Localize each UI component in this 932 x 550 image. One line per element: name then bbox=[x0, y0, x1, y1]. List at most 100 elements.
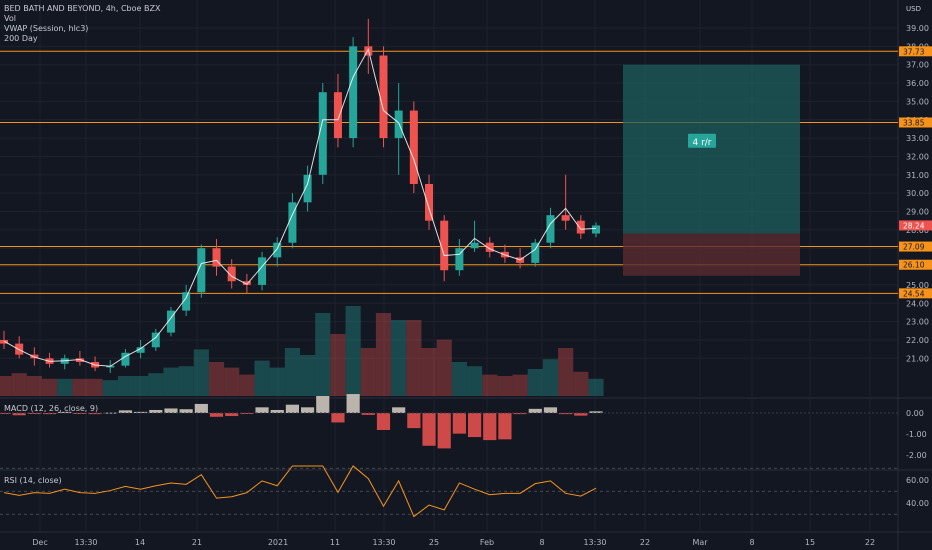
time-tick-label: 15 bbox=[805, 538, 815, 547]
volume-bar bbox=[497, 376, 513, 396]
candle-body bbox=[455, 248, 464, 271]
macd-histogram-bar bbox=[559, 413, 573, 415]
macd-histogram-bar bbox=[285, 404, 299, 413]
volume-bar bbox=[26, 376, 42, 396]
volume-histogram bbox=[0, 306, 604, 396]
target-zone bbox=[623, 64, 800, 234]
candle-body bbox=[409, 110, 418, 184]
macd-histogram-bar bbox=[240, 413, 254, 414]
macd-histogram-bar bbox=[452, 413, 466, 434]
volume-bar bbox=[300, 355, 316, 396]
macd-histogram-bar bbox=[58, 411, 72, 413]
time-tick-label: 25 bbox=[429, 538, 439, 547]
volume-bar bbox=[269, 367, 285, 396]
price-tick-label: 31.00 bbox=[906, 171, 929, 180]
volume-bar bbox=[133, 376, 149, 396]
macd-histogram-bar bbox=[407, 413, 421, 429]
volume-bar bbox=[72, 378, 88, 396]
price-tick-label: 23.00 bbox=[906, 318, 929, 327]
volume-bar bbox=[436, 339, 452, 396]
macd-histogram-bar bbox=[574, 413, 588, 416]
candle-body bbox=[288, 202, 297, 243]
volume-bar bbox=[558, 348, 574, 396]
volume-bar bbox=[239, 374, 255, 396]
price-tick-label: 35.00 bbox=[906, 97, 929, 106]
volume-bar bbox=[102, 380, 118, 396]
level-price-tag bbox=[899, 241, 932, 252]
time-tick-label: Mar bbox=[692, 538, 708, 547]
candle-body bbox=[242, 281, 251, 285]
volume-bar bbox=[254, 360, 270, 396]
candle-body bbox=[318, 92, 327, 175]
candle-body bbox=[394, 110, 403, 139]
macd-histogram-bar bbox=[179, 409, 193, 413]
price-axis[interactable]: 39.0038.0037.0036.0035.0034.0033.0032.00… bbox=[899, 24, 932, 508]
price-tick-label: 39.00 bbox=[906, 24, 929, 33]
price-tick-label: 30.00 bbox=[906, 189, 929, 198]
volume-bar bbox=[193, 349, 209, 396]
candle-body bbox=[546, 215, 555, 243]
candle-body bbox=[349, 46, 358, 139]
macd-legend[interactable]: MACD (12, 26, close, 9) bbox=[4, 404, 99, 413]
candlestick-series[interactable] bbox=[0, 18, 600, 373]
macd-histogram-bar bbox=[361, 413, 375, 415]
volume-bar bbox=[87, 378, 103, 396]
macd-histogram-bar bbox=[209, 413, 224, 417]
candle-body bbox=[576, 220, 585, 234]
volume-bar bbox=[588, 378, 604, 396]
macd-histogram-bar bbox=[589, 411, 603, 413]
macd-histogram-bar bbox=[437, 413, 451, 449]
level-price-label: 37.73 bbox=[903, 47, 925, 56]
vol-indicator-label[interactable]: Vol bbox=[4, 14, 16, 23]
volume-bar bbox=[148, 373, 164, 396]
volume-bar bbox=[512, 374, 528, 396]
time-tick-label: 13:30 bbox=[583, 538, 606, 547]
time-tick-label: 2021 bbox=[268, 538, 288, 547]
time-tick-label: 22 bbox=[640, 538, 650, 547]
macd-histogram-bar bbox=[270, 409, 284, 413]
level-price-label: 27.09 bbox=[903, 243, 925, 252]
price-tick-label: 22.00 bbox=[906, 336, 929, 345]
time-tick-label: 13:30 bbox=[372, 538, 395, 547]
rsi-tick-label: 60.00 bbox=[906, 476, 929, 485]
current-price-tag bbox=[899, 220, 932, 231]
volume-bar bbox=[421, 348, 437, 396]
macd-histogram-bar bbox=[392, 407, 406, 413]
macd-histogram-bar bbox=[483, 413, 497, 441]
position-label-box bbox=[688, 133, 716, 148]
vwap-indicator-label[interactable]: VWAP (Session, hlc3) bbox=[4, 24, 89, 33]
long-position-box[interactable]: 4 r/r bbox=[623, 64, 800, 276]
macd-histogram-bar bbox=[12, 413, 26, 416]
volume-bar bbox=[542, 359, 559, 396]
ma-indicator-label[interactable]: 200 Day bbox=[4, 34, 38, 43]
rsi-legend[interactable]: RSI (14, close) bbox=[4, 476, 62, 485]
macd-tick-label: -2.00 bbox=[906, 451, 927, 460]
macd-histogram-bar bbox=[225, 413, 239, 417]
level-price-label: 26.10 bbox=[903, 261, 925, 270]
volume-bar bbox=[573, 371, 589, 396]
candle-body bbox=[136, 347, 145, 353]
volume-bar bbox=[0, 376, 12, 396]
macd-tick-label: 0.00 bbox=[906, 409, 924, 418]
vwap-line bbox=[3, 48, 597, 367]
time-tick-label: 22 bbox=[865, 538, 875, 547]
rsi-pane[interactable] bbox=[0, 465, 898, 518]
macd-pane[interactable] bbox=[0, 394, 898, 449]
symbol-title[interactable]: BED BATH AND BEYOND, 4h, Cboe BZX bbox=[4, 4, 161, 13]
stop-zone bbox=[623, 233, 800, 276]
macd-histogram-bar bbox=[528, 408, 542, 413]
candle-body bbox=[592, 225, 600, 234]
volume-bar bbox=[315, 313, 331, 396]
time-axis[interactable]: Dec 13:30 14 21 2021 11 13:30 25 Feb 8 13:30 22 Mar 8… bbox=[32, 538, 875, 547]
volume-bar bbox=[330, 334, 346, 396]
volume-bar bbox=[284, 348, 300, 396]
price-tick-label: 29.00 bbox=[906, 208, 929, 217]
candle-body bbox=[425, 183, 434, 221]
macd-histogram-bar bbox=[164, 408, 178, 413]
candle-body bbox=[379, 55, 388, 139]
time-tick-label: 8 bbox=[539, 538, 544, 547]
symbol-legend[interactable]: BED BATH AND BEYOND, 4h, Cboe BZX Vol VW… bbox=[4, 4, 160, 44]
candle-body bbox=[0, 339, 8, 344]
macd-histogram-bar bbox=[42, 413, 57, 415]
